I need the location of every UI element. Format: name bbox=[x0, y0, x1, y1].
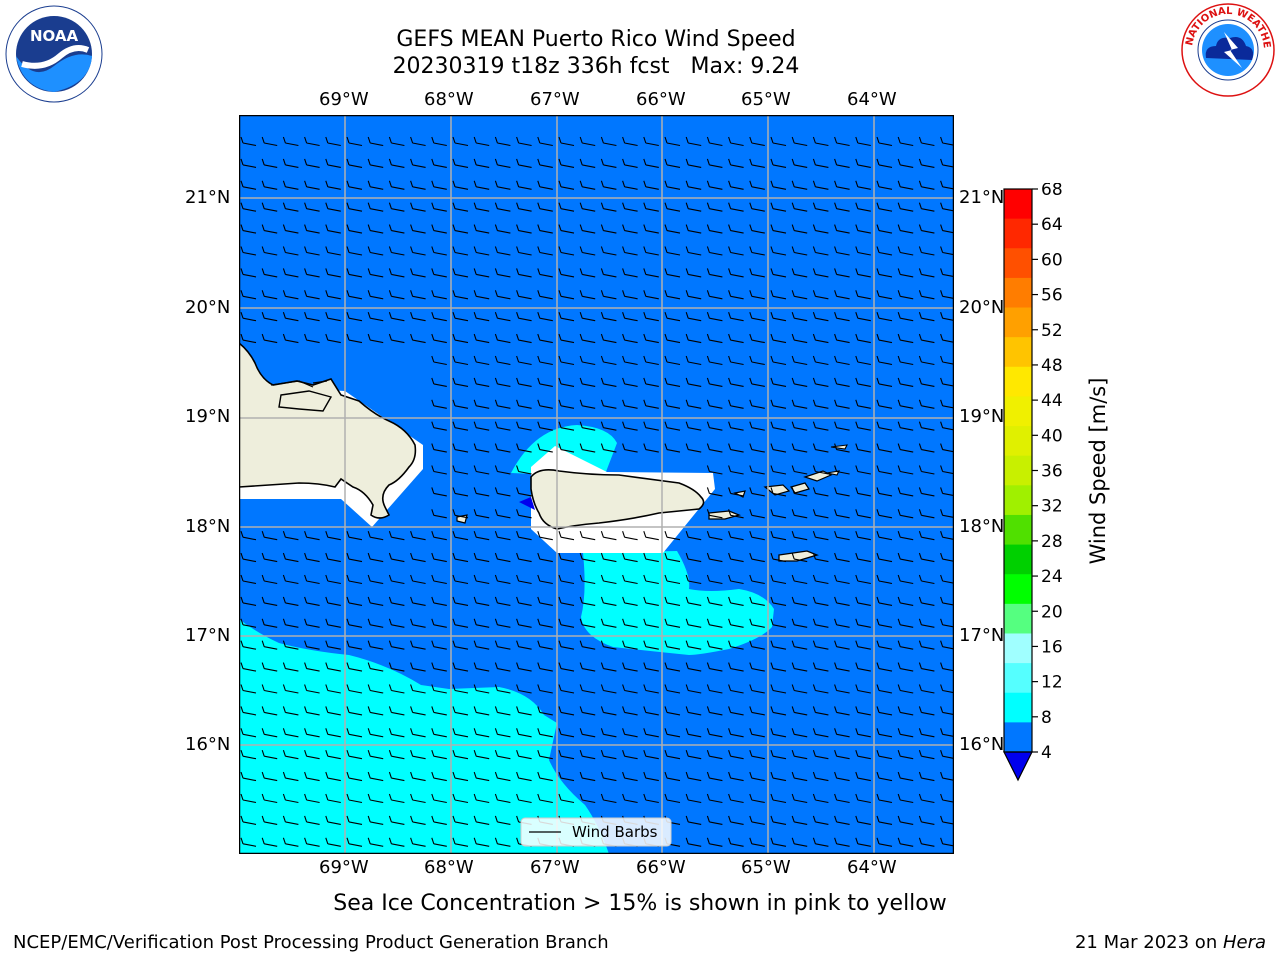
island-virgin-gorda bbox=[826, 470, 840, 476]
colorbar-tick-label: 68 bbox=[1041, 183, 1063, 200]
lon-label: 67°W bbox=[530, 89, 580, 110]
lat-label: 19°N bbox=[959, 406, 1005, 427]
nws-logo: NATIONAL WEATHER SERVICE bbox=[1180, 2, 1275, 97]
colorbar-tick-label: 36 bbox=[1041, 462, 1063, 482]
sea-ice-note: Sea Ice Concentration > 15% is shown in … bbox=[333, 891, 947, 916]
lon-label: 65°W bbox=[741, 857, 791, 878]
colorbar-tick-label: 28 bbox=[1041, 532, 1063, 552]
lon-label: 66°W bbox=[636, 89, 686, 110]
noaa-logo-text: NOAA bbox=[30, 27, 79, 45]
colorbar-band bbox=[1004, 218, 1032, 249]
colorbar-tick-label: 44 bbox=[1041, 391, 1063, 411]
colorbar-band bbox=[1004, 277, 1032, 309]
map-legend: Wind Barbs bbox=[520, 817, 672, 847]
island-anegada bbox=[830, 444, 848, 450]
colorbar-band bbox=[1004, 574, 1032, 605]
lon-label: 65°W bbox=[741, 89, 791, 110]
colorbar-tick-label: 60 bbox=[1041, 250, 1063, 270]
lon-label: 66°W bbox=[636, 857, 686, 878]
colorbar-band bbox=[1004, 426, 1032, 457]
island-tortuga bbox=[278, 390, 333, 412]
lat-label: 16°N bbox=[959, 734, 1005, 755]
colorbar-band bbox=[1004, 455, 1032, 486]
footer-credit: NCEP/EMC/Verification Post Processing Pr… bbox=[13, 932, 609, 953]
lat-label: 18°N bbox=[959, 516, 1005, 537]
colorbar-band bbox=[1004, 337, 1032, 368]
colorbar-tick-label: 52 bbox=[1041, 321, 1063, 341]
lon-label: 64°W bbox=[847, 89, 897, 110]
colorbar-band bbox=[1004, 514, 1032, 546]
colorbar-band bbox=[1004, 189, 1032, 220]
noaa-logo: NOAA bbox=[5, 5, 103, 103]
colorbar-tick-label: 64 bbox=[1041, 215, 1063, 235]
colorbar-tick-label: 56 bbox=[1041, 286, 1063, 306]
colorbar-band bbox=[1004, 485, 1032, 516]
lon-label: 67°W bbox=[530, 857, 580, 878]
land-puerto-rico bbox=[530, 469, 705, 530]
legend-label: Wind Barbs bbox=[572, 823, 658, 841]
coast-north-hispaniola bbox=[270, 380, 328, 388]
lat-label: 17°N bbox=[185, 625, 231, 646]
colorbar-tick-label: 4 bbox=[1041, 743, 1052, 763]
lon-label: 68°W bbox=[424, 89, 474, 110]
colorbar-label: Wind Speed [m/s] bbox=[1086, 378, 1110, 565]
colorbar: 68 64 60 56 52 48 44 40 36 32 28 24 20 16 12 8 4 Wind Sp… bbox=[1003, 183, 1110, 782]
wind-region-south-pr bbox=[581, 551, 774, 655]
colorbar-tick-label: 20 bbox=[1041, 602, 1063, 622]
lat-label: 21°N bbox=[959, 187, 1005, 208]
colorbar-tick-label: 40 bbox=[1041, 426, 1063, 446]
lon-label: 68°W bbox=[424, 857, 474, 878]
colorbar-band bbox=[1004, 366, 1032, 397]
footer-date-text: 21 Mar 2023 on bbox=[1074, 932, 1223, 953]
lat-label: 18°N bbox=[185, 516, 231, 537]
wind-barbs bbox=[240, 136, 954, 847]
lat-label: 17°N bbox=[959, 625, 1005, 646]
gridlines bbox=[239, 115, 954, 854]
colorbar-tick-label: 16 bbox=[1041, 637, 1063, 657]
land-hispaniola bbox=[239, 341, 417, 519]
colorbar-band bbox=[1004, 248, 1032, 279]
colorbar-bands bbox=[1004, 189, 1032, 753]
colorbar-band bbox=[1004, 722, 1032, 753]
run-info: 20230319 t18z 336h fcst bbox=[392, 54, 670, 79]
max-value: Max: 9.24 bbox=[690, 54, 800, 79]
colorbar-band bbox=[1004, 603, 1032, 634]
footer-machine: Hera bbox=[1222, 932, 1266, 953]
colorbar-under-arrow bbox=[1003, 751, 1033, 782]
colorbar-tick-label: 32 bbox=[1041, 497, 1063, 517]
lon-label: 64°W bbox=[847, 857, 897, 878]
footer-date: 21 Mar 2023 on Hera bbox=[1075, 932, 1266, 953]
colorbar-band bbox=[1004, 692, 1032, 723]
colorbar-band bbox=[1004, 396, 1032, 427]
colorbar-tick-label: 8 bbox=[1041, 708, 1052, 728]
colorbar-tick-label: 48 bbox=[1041, 356, 1063, 376]
lon-label: 69°W bbox=[319, 89, 369, 110]
lat-label: 20°N bbox=[959, 297, 1005, 318]
map-title: GEFS MEAN Puerto Rico Wind Speed bbox=[396, 27, 796, 52]
wind-barb-field bbox=[240, 136, 954, 847]
lat-label: 19°N bbox=[185, 406, 231, 427]
colorbar-tick-label: 24 bbox=[1041, 567, 1063, 587]
colorbar-tick-label: 12 bbox=[1041, 673, 1063, 693]
wind-pocket-low bbox=[519, 497, 535, 510]
colorbar-band bbox=[1004, 633, 1032, 664]
lon-label: 69°W bbox=[319, 857, 369, 878]
map-subtitle: 20230319 t18z 336h fcst Max: 9.24 bbox=[0, 54, 1192, 80]
map-panel: Wind Barbs bbox=[239, 115, 954, 854]
lat-label: 20°N bbox=[185, 297, 231, 318]
colorbar-band bbox=[1004, 544, 1032, 575]
lat-label: 16°N bbox=[185, 734, 231, 755]
lat-label: 21°N bbox=[185, 187, 231, 208]
colorbar-ticks: 68 64 60 56 52 48 44 40 36 32 28 24 20 16 12 8 4 bbox=[1032, 183, 1063, 763]
colorbar-band bbox=[1004, 663, 1032, 694]
colorbar-band bbox=[1004, 307, 1032, 338]
